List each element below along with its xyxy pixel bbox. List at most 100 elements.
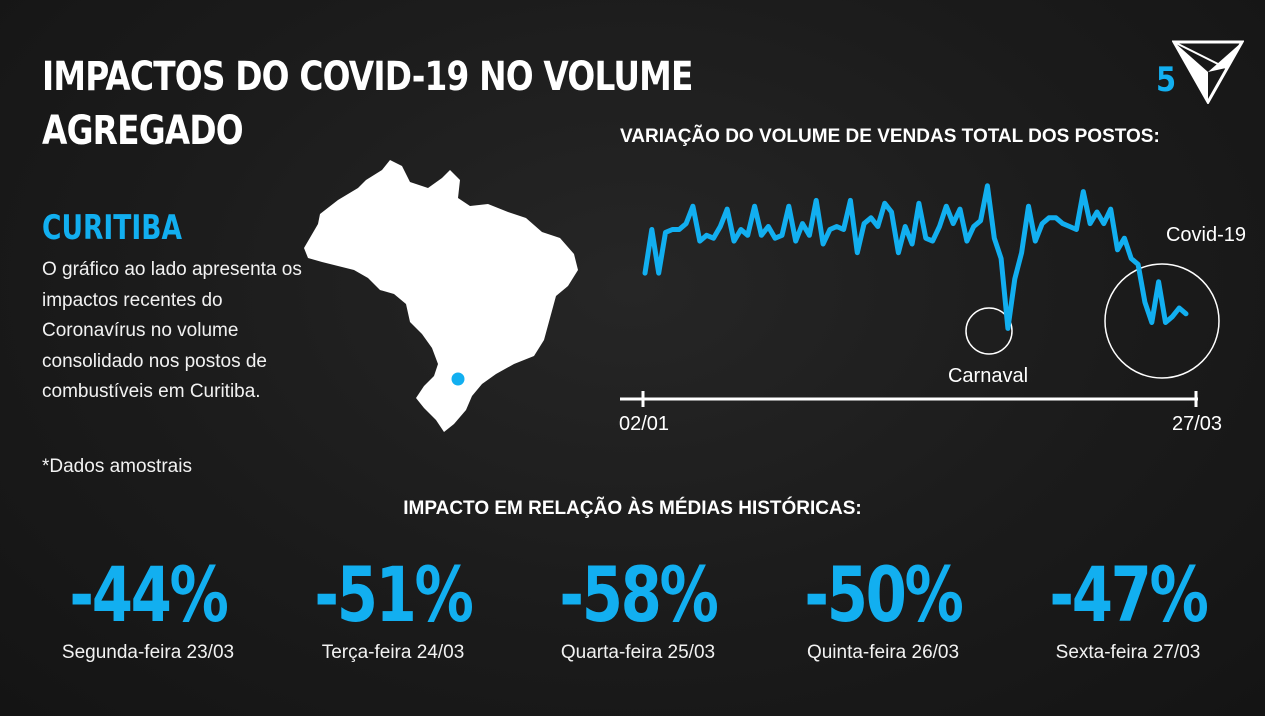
data-point: [821, 242, 825, 246]
data-point: [726, 207, 729, 211]
footnote: *Dados amostrais: [42, 456, 192, 477]
data-point: [856, 251, 859, 254]
data-point: [678, 228, 681, 231]
data-point: [1102, 222, 1105, 225]
data-point: [780, 234, 784, 237]
data-point: [965, 239, 969, 243]
carnaval-highlight-circle: [965, 307, 1013, 355]
stat-monday: -44% Segunda-feira 23/03: [28, 550, 268, 664]
data-point: [801, 222, 804, 225]
stat-wednesday: -58% Quarta-feira 25/03: [518, 550, 758, 664]
data-point: [1123, 237, 1126, 240]
data-point: [1041, 222, 1044, 225]
data-point: [815, 199, 818, 202]
x-axis-label-start: 02/01: [619, 413, 669, 435]
data-point: [753, 205, 756, 208]
data-point: [931, 239, 934, 243]
data-point: [787, 205, 790, 208]
annotation-covid: Covid-19: [1166, 224, 1246, 246]
brazil-map-icon: [304, 160, 578, 432]
data-point: [1157, 280, 1160, 283]
data-point: [979, 219, 982, 222]
page-title: IMPACTOS DO COVID-19 NO VOLUME AGREGADO: [42, 50, 693, 158]
page-number: 5: [1156, 60, 1177, 100]
data-point: [828, 228, 832, 231]
annotation-carnaval: Carnaval: [948, 365, 1028, 387]
data-point: [712, 237, 715, 240]
x-axis-label-end: 27/03: [1172, 413, 1222, 435]
data-point: [650, 228, 653, 231]
stat-value: -51%: [314, 550, 473, 639]
data-point: [883, 202, 886, 205]
data-point: [1061, 222, 1064, 225]
data-point: [1171, 315, 1174, 318]
city-heading: CURITIBA: [42, 208, 182, 248]
stat-value: -50%: [804, 550, 963, 639]
data-point: [924, 237, 927, 240]
data-point: [643, 271, 647, 275]
data-point: [808, 234, 811, 237]
stat-day-label: Terça-feira 24/03: [321, 642, 465, 663]
data-point: [1136, 263, 1140, 266]
stat-value: -58%: [559, 550, 718, 639]
stat-tuesday: -51% Terça-feira 24/03: [273, 550, 513, 664]
data-point: [1116, 248, 1119, 251]
data-point: [691, 205, 695, 208]
data-point: [1068, 225, 1071, 228]
data-point: [1143, 301, 1147, 304]
line-chart: Carnaval Covid-19 02/01 27/03: [619, 183, 1246, 435]
stat-value: -47%: [1049, 550, 1208, 639]
stat-day-label: Quarta-feira 25/03: [560, 642, 716, 663]
data-point: [664, 231, 667, 234]
data-point: [767, 225, 770, 228]
data-point: [1006, 327, 1010, 330]
description-text: O gráfico ao lado apresenta os impactos …: [42, 259, 302, 402]
data-point: [849, 199, 852, 202]
stat-friday: -47% Sexta-feira 27/03: [1008, 550, 1248, 664]
data-point: [972, 225, 975, 228]
data-point: [1178, 306, 1181, 310]
data-point: [993, 237, 996, 240]
data-point: [938, 225, 941, 228]
data-point: [671, 228, 674, 231]
data-point: [657, 271, 660, 275]
data-point: [739, 228, 743, 231]
stat-day-label: Quinta-feira 26/03: [806, 642, 960, 663]
stat-value: -44%: [69, 550, 228, 639]
data-point: [1130, 257, 1133, 260]
data-point: [746, 234, 749, 237]
data-point: [719, 225, 722, 228]
data-point: [732, 239, 736, 243]
data-point: [835, 225, 838, 228]
data-point: [1020, 251, 1023, 254]
data-point: [958, 207, 962, 211]
data-point: [890, 210, 893, 214]
data-point: [999, 257, 1003, 260]
page-title-line2: AGREGADO: [42, 108, 244, 154]
data-point: [1027, 205, 1030, 208]
data-point: [986, 184, 989, 187]
data-point: [869, 216, 873, 219]
stat-day-label: Segunda-feira 23/03: [61, 642, 235, 663]
data-point: [1164, 321, 1167, 324]
data-point: [1088, 222, 1092, 225]
data-point: [1109, 207, 1112, 211]
stat-day-label: Sexta-feira 27/03: [1055, 642, 1201, 663]
covid-highlight-circle: [1104, 263, 1220, 379]
data-point: [897, 251, 900, 254]
data-point: [917, 202, 921, 205]
data-point: [1150, 321, 1153, 324]
data-point: [684, 222, 688, 225]
data-point: [876, 225, 879, 228]
page-title-line1: IMPACTOS DO COVID-19 NO VOLUME: [42, 54, 693, 100]
data-point: [1047, 216, 1051, 219]
data-point: [1054, 216, 1058, 219]
triangle-logo-icon: [1172, 40, 1244, 104]
data-point: [1075, 228, 1078, 231]
data-point: [904, 225, 907, 228]
data-point: [794, 239, 797, 243]
data-point: [1034, 239, 1037, 243]
stat-thursday: -50% Quinta-feira 26/03: [763, 550, 1003, 664]
data-point: [1082, 190, 1085, 193]
data-point: [1013, 277, 1016, 281]
